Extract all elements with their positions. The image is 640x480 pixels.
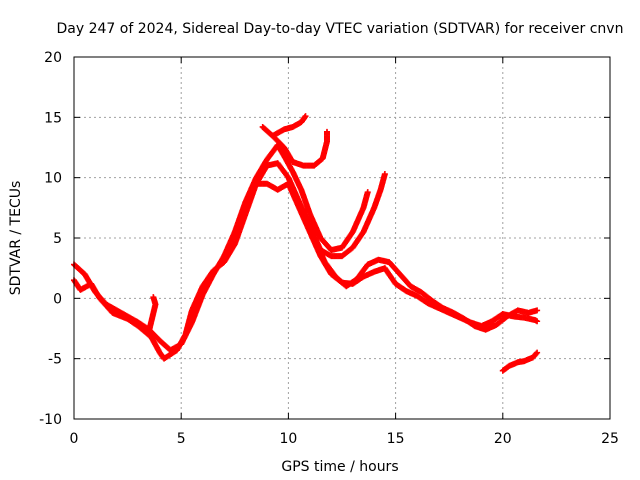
- x-tick-label: 20: [494, 431, 512, 447]
- y-tick-label: -5: [48, 352, 62, 368]
- series-sat-track-8: [499, 349, 541, 374]
- series-sat-track-4: [270, 113, 309, 139]
- series-sat-track-3: [259, 123, 330, 169]
- x-tick-label: 25: [601, 431, 619, 447]
- x-tick-label: 10: [279, 431, 297, 447]
- series-sat-track-6: [311, 235, 541, 333]
- y-tick-label: 10: [44, 171, 62, 187]
- y-tick-label: 0: [53, 291, 62, 307]
- x-tick-label: 0: [70, 431, 79, 447]
- series-sat-track-7: [139, 294, 159, 334]
- y-tick-label: -10: [39, 412, 62, 428]
- y-tick-label: 15: [44, 110, 62, 126]
- ticks: 0 5 10 15 20 25 -10 -5 0 5 10 15 20: [39, 50, 619, 447]
- chart-title: Day 247 of 2024, Sidereal Day-to-day VTE…: [57, 21, 624, 37]
- x-tick-label: 15: [387, 431, 405, 447]
- data-point: [302, 113, 309, 120]
- data-point: [534, 349, 541, 356]
- x-tick-label: 5: [177, 431, 186, 447]
- y-axis-label: SDTVAR / TECUs: [8, 181, 24, 296]
- x-axis-label: GPS time / hours: [281, 459, 398, 475]
- grid: [74, 57, 610, 419]
- data-point: [150, 294, 157, 301]
- data-point: [534, 307, 541, 314]
- y-tick-label: 20: [44, 50, 62, 66]
- data-point: [533, 350, 540, 357]
- data-point: [381, 171, 388, 178]
- series-layer: [71, 113, 541, 374]
- data-point: [364, 189, 371, 196]
- data-point: [534, 318, 541, 325]
- y-tick-label: 5: [53, 231, 62, 247]
- data-point: [323, 128, 330, 135]
